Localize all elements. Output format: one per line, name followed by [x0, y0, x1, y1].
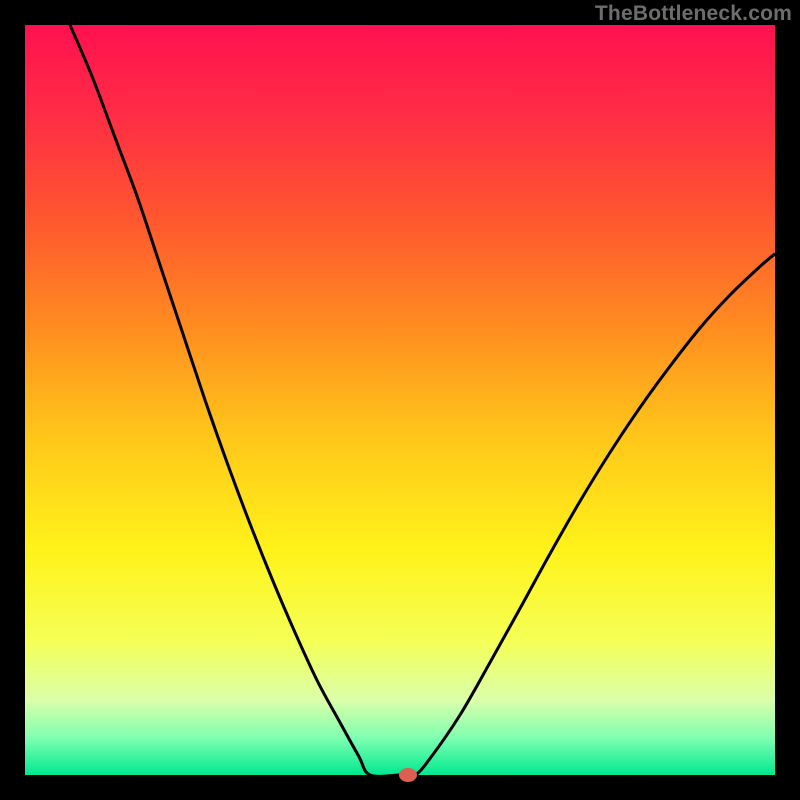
optimal-point-marker — [399, 768, 417, 782]
gradient-background — [25, 25, 775, 775]
chart-svg — [25, 25, 775, 775]
plot-area — [25, 25, 775, 775]
watermark-text: TheBottleneck.com — [595, 2, 792, 26]
chart-container: TheBottleneck.com — [0, 0, 800, 800]
